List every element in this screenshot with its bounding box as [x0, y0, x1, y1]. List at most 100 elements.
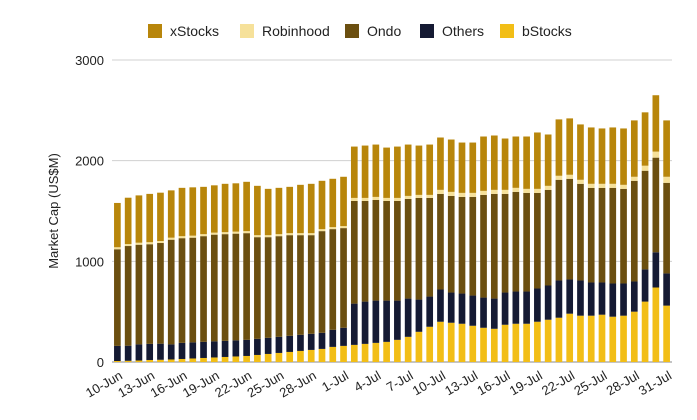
legend-swatch: [240, 24, 254, 38]
bar-segment-others: [124, 345, 132, 361]
bar-stack-30-Jun: [329, 178, 337, 362]
bar-segment-bstocks: [135, 360, 143, 362]
bar-segment-ondo: [350, 200, 358, 304]
bar-segment-ondo: [329, 229, 337, 330]
bar-segment-robinhood: [167, 237, 175, 240]
bar-segment-xstocks: [641, 112, 649, 166]
bar-segment-bstocks: [458, 323, 466, 362]
bar-segment-others: [307, 333, 315, 350]
bar-segment-ondo: [447, 195, 455, 293]
bar-segment-others: [167, 344, 175, 360]
bar-segment-xstocks: [437, 137, 444, 190]
bar-segment-xstocks: [415, 145, 423, 195]
x-tick-label: 25-Jul: [571, 368, 609, 399]
bar-segment-others: [512, 291, 520, 324]
bar-segment-xstocks: [577, 124, 584, 180]
bar-segment-xstocks: [329, 178, 337, 228]
bar-segment-xstocks: [426, 144, 434, 195]
bar-segment-bstocks: [221, 356, 229, 362]
bar-segment-bstocks: [609, 316, 617, 362]
x-tick-label: 25-Jun: [244, 368, 286, 401]
bar-stack-21-Jul: [555, 119, 563, 362]
bar-segment-bstocks: [297, 350, 304, 362]
bar-segment-robinhood: [243, 231, 250, 234]
bar-segment-others: [415, 299, 423, 332]
bar-segment-others: [264, 337, 272, 354]
bar-segment-ondo: [437, 193, 444, 290]
bar-segment-bstocks: [566, 313, 574, 362]
bar-segment-xstocks: [587, 127, 595, 184]
bar-segment-robinhood: [307, 233, 315, 236]
bar-segment-bstocks: [641, 301, 649, 362]
bar-segment-bstocks: [544, 319, 552, 362]
bar-segment-ondo: [620, 188, 627, 284]
bar-segment-xstocks: [307, 183, 315, 234]
bars: [114, 95, 670, 362]
bar-segment-xstocks: [372, 144, 380, 197]
bar-segment-others: [340, 327, 347, 346]
legend-label: Robinhood: [262, 23, 330, 39]
bar-stack-23-Jun: [254, 185, 261, 362]
bar-segment-xstocks: [544, 134, 552, 186]
bar-segment-robinhood: [210, 232, 218, 235]
bar-segment-xstocks: [512, 136, 520, 188]
bar-segment-xstocks: [469, 142, 477, 193]
bar-segment-ondo: [415, 197, 423, 300]
bar-segment-robinhood: [361, 197, 369, 201]
bar-segment-others: [189, 342, 197, 359]
legend-swatch: [148, 24, 162, 38]
legend-swatch: [345, 24, 359, 38]
bar-segment-ondo: [221, 234, 229, 341]
bar-segment-xstocks: [566, 118, 574, 175]
bar-segment-others: [523, 291, 530, 324]
bar-segment-others: [577, 280, 584, 316]
bar-stack-31-Jul: [663, 120, 670, 362]
bar-segment-robinhood: [598, 183, 606, 188]
bar-stack-7-Jul: [404, 144, 412, 362]
bar-segment-xstocks: [383, 147, 390, 198]
bar-stack-23-Jul: [577, 124, 584, 362]
bar-segment-ondo: [555, 179, 563, 281]
bar-segment-others: [663, 273, 670, 306]
bar-segment-ondo: [372, 199, 380, 301]
bar-stack-19-Jul: [534, 132, 541, 362]
bar-segment-robinhood: [512, 187, 520, 192]
bar-stack-19-Jun: [210, 185, 218, 362]
bar-segment-others: [620, 283, 627, 316]
bar-stack-25-Jul: [598, 128, 606, 362]
x-tick-label: 4-Jul: [351, 368, 383, 395]
bar-stack-12-Jun: [135, 195, 143, 362]
bar-stack-11-Jul: [447, 139, 455, 362]
bar-stack-16-Jun: [178, 187, 186, 362]
bar-segment-ondo: [178, 238, 186, 343]
bar-segment-others: [361, 301, 369, 344]
bar-segment-ondo: [254, 237, 261, 339]
bar-segment-robinhood: [232, 231, 240, 234]
bar-segment-robinhood: [437, 189, 444, 194]
bar-segment-robinhood: [264, 235, 272, 238]
bar-segment-robinhood: [534, 188, 541, 193]
bar-segment-others: [587, 282, 595, 316]
bar-segment-robinhood: [340, 226, 347, 229]
bar-segment-robinhood: [544, 185, 552, 190]
bar-segment-ondo: [598, 187, 606, 283]
legend-label: xStocks: [170, 23, 219, 39]
bar-segment-ondo: [340, 228, 347, 328]
bar-segment-others: [534, 288, 541, 322]
bar-segment-ondo: [458, 196, 466, 294]
bar-segment-ondo: [566, 178, 574, 280]
bar-segment-ondo: [135, 244, 143, 345]
bar-segment-robinhood: [124, 244, 132, 247]
bar-segment-bstocks: [178, 358, 186, 362]
bar-segment-bstocks: [307, 349, 315, 362]
bar-segment-ondo: [469, 196, 477, 296]
bar-segment-xstocks: [114, 202, 121, 248]
x-tick-label: 1-Jul: [319, 368, 351, 395]
bar-segment-bstocks: [124, 360, 132, 362]
legend-item-ondo: Ondo: [345, 23, 401, 39]
bar-segment-others: [286, 335, 294, 352]
bar-stack-24-Jul: [587, 127, 595, 362]
bar-stack-16-Jul: [501, 138, 509, 362]
bar-segment-others: [350, 303, 358, 345]
